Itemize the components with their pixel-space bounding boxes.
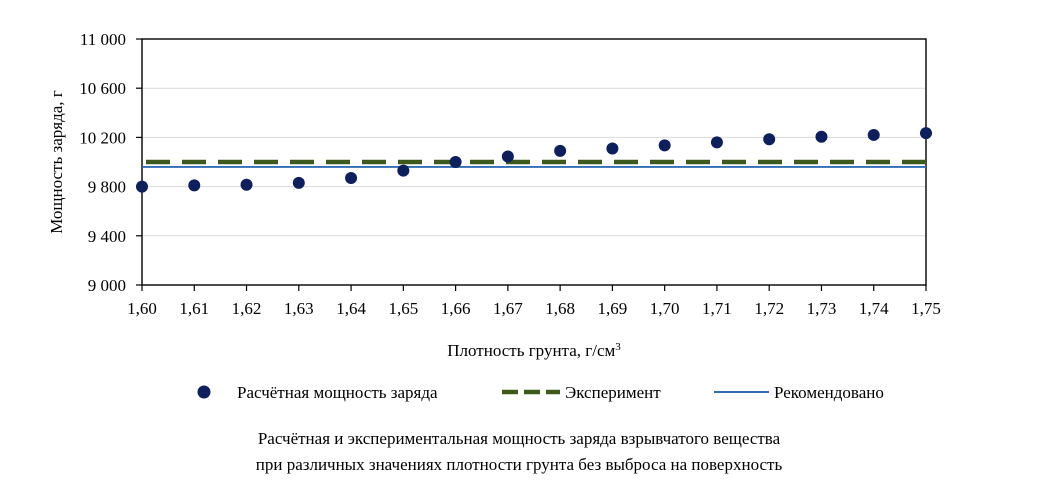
y-tick-label: 9 400	[88, 227, 126, 246]
data-point	[554, 144, 567, 157]
x-tick-label: 1,71	[702, 299, 732, 318]
x-tick-label: 1,62	[232, 299, 262, 318]
data-point	[345, 171, 358, 184]
legend-item-calculated: Расчётная мощность заряда	[197, 383, 438, 402]
chart-caption-line-1: Расчётная и экспериментальная мощность з…	[257, 429, 781, 448]
y-tick-label: 9 800	[88, 178, 126, 197]
x-tick-label: 1,66	[441, 299, 471, 318]
data-point	[763, 133, 776, 146]
x-tick-label: 1,61	[179, 299, 209, 318]
legend-marker-dot	[197, 385, 211, 399]
x-tick-label: 1,68	[545, 299, 575, 318]
x-tick-label: 1,69	[598, 299, 628, 318]
legend-item-experiment: Эксперимент	[502, 383, 661, 402]
legend-label-calculated: Расчётная мощность заряда	[237, 383, 438, 402]
x-tick-label: 1,67	[493, 299, 523, 318]
data-point	[658, 139, 671, 152]
data-point	[240, 178, 253, 191]
data-point	[606, 142, 619, 155]
data-point	[710, 136, 723, 149]
x-tick-label: 1,64	[336, 299, 366, 318]
axes	[136, 38, 927, 291]
tick-labels: 9 000 9 400 9 800 10 200 10 600 11 000 1,60 1,6…	[79, 30, 941, 318]
data-point	[136, 180, 148, 193]
x-tick-label: 1,60	[127, 299, 157, 318]
data-point	[449, 156, 462, 168]
series-layer	[136, 127, 932, 193]
x-tick-label: 1,75	[911, 299, 941, 318]
grid-lines	[142, 38, 926, 237]
data-point	[292, 176, 305, 189]
x-tick-label: 1,63	[284, 299, 314, 318]
data-point	[867, 128, 880, 141]
y-tick-label: 9 000	[88, 276, 126, 295]
y-tick-label: 10 600	[79, 79, 126, 98]
data-point	[815, 130, 828, 143]
legend: Расчётная мощность заряда Эксперимент Ре…	[197, 383, 884, 402]
legend-item-recommended: Рекомендовано	[714, 383, 884, 402]
x-tick-label: 1,73	[807, 299, 837, 318]
data-point	[188, 179, 201, 192]
x-axis-label: Плотность грунта, г/см3	[447, 341, 621, 360]
chart-caption-line-2: при различных значениях плотности грунта…	[255, 455, 783, 474]
data-point	[501, 150, 514, 163]
legend-label-experiment: Эксперимент	[565, 383, 661, 402]
x-tick-label: 1,72	[754, 299, 784, 318]
x-tick-label: 1,65	[388, 299, 418, 318]
y-tick-label: 11 000	[80, 30, 126, 49]
data-point	[397, 164, 410, 177]
y-tick-label: 10 200	[79, 128, 126, 147]
y-axis-label: Мощность заряда, г	[47, 90, 66, 234]
legend-label-recommended: Рекомендовано	[774, 383, 884, 402]
x-tick-label: 1,70	[650, 299, 680, 318]
x-tick-label: 1,74	[859, 299, 889, 318]
data-point	[920, 127, 932, 140]
